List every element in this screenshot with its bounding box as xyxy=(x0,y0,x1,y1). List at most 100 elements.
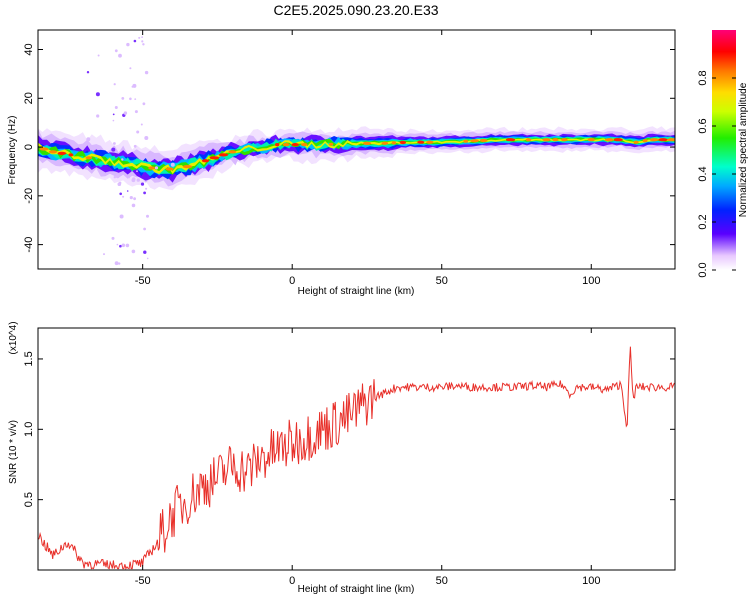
snr-xtick-label: 100 xyxy=(582,575,600,587)
colorbar-ticks: 0.0 0.2 0.4 0.6 0.8 xyxy=(697,70,736,278)
spectrogram-peak xyxy=(399,140,407,145)
spectrogram-noise xyxy=(86,137,91,142)
spectrogram-peak xyxy=(329,142,334,146)
spectrogram-xlabel: Height of straight line (km) xyxy=(298,286,415,297)
spectrogram-noise xyxy=(131,203,136,208)
spectrogram-panel: -50 0 50 100 -40 -20 0 20 40 Height of straight … xyxy=(7,29,676,297)
snr-xtick-label: 50 xyxy=(436,575,448,587)
spectrogram-noise xyxy=(142,102,146,106)
spectrogram-noise xyxy=(113,142,116,145)
spectrogram-noise xyxy=(140,182,145,186)
spectrogram-peak xyxy=(381,141,389,145)
snr-multiplier: (x10^4) xyxy=(8,321,19,354)
spectrogram-noise xyxy=(118,53,122,58)
spectrogram-ytick-label: -20 xyxy=(23,188,35,204)
spectrogram-ticks: -50 0 50 100 -40 -20 0 20 40 xyxy=(23,30,675,287)
snr-plot-area xyxy=(38,328,675,570)
spectrogram-noise xyxy=(119,244,122,248)
spectrogram-peak xyxy=(525,138,532,142)
spectrogram-xtick-label: -50 xyxy=(135,275,151,287)
spectrogram-noise xyxy=(112,113,115,116)
colorbar-tick-label: 0.2 xyxy=(697,214,709,229)
spectrogram-xtick-label: 0 xyxy=(289,275,295,287)
spectrogram-noise xyxy=(112,119,115,122)
spectrogram-noise xyxy=(116,243,119,246)
spectrogram-peak xyxy=(57,151,67,155)
spectrogram-noise xyxy=(144,136,149,140)
spectrogram-peak xyxy=(587,138,595,142)
spectrogram-ytick-label: 0 xyxy=(23,144,35,150)
colorbar-tick-label: 0.4 xyxy=(697,166,709,181)
spectrogram-peak xyxy=(426,140,434,144)
spectrogram-noise xyxy=(103,253,105,256)
spectrogram-noise xyxy=(129,97,132,101)
spectrogram-peak xyxy=(48,150,58,154)
spectrogram-noise xyxy=(170,162,175,167)
spectrogram-noise xyxy=(143,250,147,254)
snr-ytick-label: 1.0 xyxy=(23,422,35,437)
spectrogram-noise xyxy=(113,176,117,179)
spectrogram-ytick-label: 20 xyxy=(23,92,35,104)
spectrogram-peak xyxy=(633,140,639,144)
spectrogram-peak xyxy=(182,165,193,169)
spectrogram-peak xyxy=(542,138,551,142)
snr-xlabel: Height of straight line (km) xyxy=(298,584,415,595)
spectrogram-noise xyxy=(126,190,129,192)
spectrogram-peak xyxy=(201,159,210,163)
spectrogram-noise xyxy=(136,178,140,182)
spectrogram-noise xyxy=(119,192,122,196)
spectrogram-noise xyxy=(136,130,140,134)
spectrogram-peak xyxy=(68,153,74,157)
spectrogram-peak xyxy=(667,138,675,142)
spectrogram-noise xyxy=(146,214,149,218)
spectrogram-noise xyxy=(133,197,137,201)
colorbar: 0.0 0.2 0.4 0.6 0.8 Normalized spectral ampl… xyxy=(697,30,749,278)
spectrogram-noise xyxy=(111,147,116,152)
snr-ticks: -50 0 50 100 0.5 1.0 1.5 xyxy=(23,328,675,587)
spectrogram-noise xyxy=(142,43,145,46)
spectrogram-noise xyxy=(86,71,90,74)
spectrogram-peak xyxy=(470,139,479,143)
spectrogram-noise xyxy=(117,182,122,186)
spectrogram-noise xyxy=(114,49,118,53)
spectrogram-peak xyxy=(148,166,156,170)
snr-frame xyxy=(37,327,676,571)
spectrogram-noise xyxy=(115,174,120,179)
spectrogram-peak xyxy=(505,138,516,142)
spectrogram-noise xyxy=(154,166,159,170)
spectrogram-peak xyxy=(362,141,372,145)
spectrogram-noise xyxy=(131,249,136,254)
spectrogram-peak xyxy=(301,143,308,147)
spectrogram-peak xyxy=(658,138,668,142)
spectrogram-noise xyxy=(114,106,118,109)
snr-ytick-label: 1.5 xyxy=(23,351,35,366)
spectrogram-peak xyxy=(218,153,229,157)
snr-series-line xyxy=(38,346,675,570)
colorbar-tick-label: 0.6 xyxy=(697,118,709,133)
spectrogram-noise xyxy=(111,236,115,240)
spectrogram-band xyxy=(38,133,675,183)
spectrogram-noise xyxy=(121,97,125,100)
spectrogram-noise xyxy=(95,92,100,97)
spectrogram-peak xyxy=(604,138,614,142)
spectrogram-xtick-label: 100 xyxy=(582,275,600,287)
spectrogram-noise xyxy=(113,83,116,86)
spectrogram-noise xyxy=(96,114,100,118)
spectrogram-peak xyxy=(282,143,290,147)
spectrogram-noise xyxy=(131,178,136,183)
spectrogram-noise xyxy=(129,67,132,70)
colorbar-label: Normalized spectral amplitude xyxy=(738,82,749,217)
spectrogram-peak xyxy=(552,138,559,142)
colorbar-gradient xyxy=(712,30,736,270)
spectrogram-noise xyxy=(144,70,149,75)
spectrogram-peak xyxy=(209,156,220,160)
spectrogram-band xyxy=(38,137,675,175)
spectrogram-noise xyxy=(126,42,130,47)
spectrogram-noise xyxy=(136,170,138,173)
spectrogram-noise xyxy=(122,195,125,198)
snr-xtick-label: -50 xyxy=(135,575,151,587)
spectrogram-noise xyxy=(133,144,137,148)
spectrogram-noise xyxy=(140,123,143,126)
spectrogram-peak xyxy=(85,156,93,160)
spectrogram-xtick-label: 50 xyxy=(436,275,448,287)
